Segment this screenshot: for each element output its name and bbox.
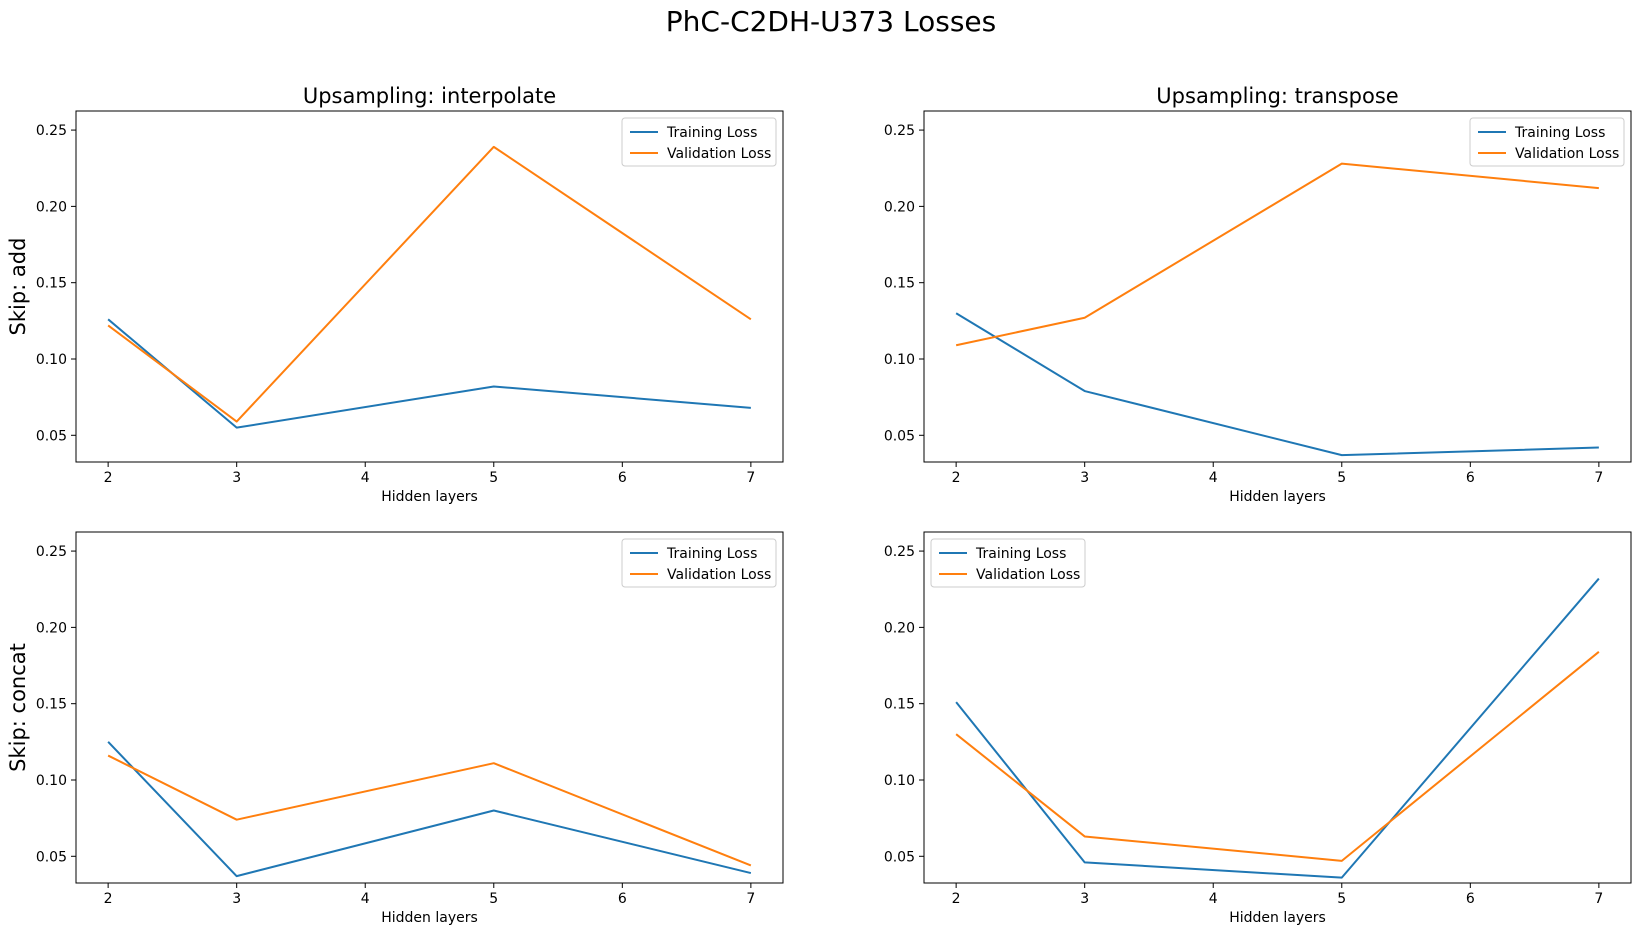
y-tick-label: 0.05 <box>884 428 915 444</box>
y-tick-label: 0.20 <box>36 620 67 636</box>
x-tick-label: 7 <box>746 470 755 486</box>
legend-label: Training Loss <box>666 546 757 562</box>
y-tick-label: 0.20 <box>884 199 915 215</box>
legend-box <box>621 117 777 167</box>
y-tick-label: 0.25 <box>884 123 915 139</box>
x-axis-label: Hidden layers <box>1229 910 1326 926</box>
series-line-validation <box>955 162 1599 347</box>
y-tick-label: 0.25 <box>36 544 67 560</box>
x-axis-label: Hidden layers <box>381 489 478 505</box>
x-tick-label: 2 <box>952 470 961 486</box>
legend: Training Loss Validation Loss <box>930 538 1086 588</box>
subplot-4: 2 3 4 5 6 7 0.05 0.10 0.15 0.20 0.25 Hidden layers T… <box>884 531 1632 926</box>
y-tick-label: 0.10 <box>884 773 915 789</box>
subplot-3: 2 3 4 5 6 7 0.05 0.10 0.15 0.20 0.25 Hidden layers S… <box>6 531 784 926</box>
legend-label: Validation Loss <box>1515 146 1619 162</box>
y-tick-label: 0.10 <box>36 773 67 789</box>
x-tick-label: 5 <box>489 891 498 907</box>
x-tick-label: 2 <box>104 470 113 486</box>
y-tick-label: 0.10 <box>36 352 67 368</box>
axes-frame <box>923 531 1632 884</box>
y-tick-label: 0.05 <box>884 849 915 865</box>
x-tick-label: 5 <box>1337 891 1346 907</box>
x-tick-label: 2 <box>952 891 961 907</box>
legend-label: Training Loss <box>666 125 757 141</box>
x-tick-label: 7 <box>746 891 755 907</box>
axes-frame <box>923 110 1632 463</box>
y-tick-label: 0.15 <box>36 276 67 292</box>
y-tick-label: 0.25 <box>36 123 67 139</box>
series-line-validation <box>955 651 1600 862</box>
legend-label: Training Loss <box>975 546 1066 562</box>
x-tick-label: 7 <box>1594 470 1603 486</box>
x-tick-label: 2 <box>104 891 113 907</box>
x-axis-label: Hidden layers <box>1229 489 1326 505</box>
axes-frame <box>75 110 784 463</box>
row-label: Skip: add <box>6 238 30 336</box>
y-tick-label: 0.15 <box>36 697 67 713</box>
y-tick-label: 0.10 <box>884 352 915 368</box>
x-tick-label: 3 <box>232 470 241 486</box>
legend-label: Training Loss <box>1514 125 1605 141</box>
x-tick-label: 3 <box>1080 891 1089 907</box>
x-tick-label: 7 <box>1594 891 1603 907</box>
subplot-2: 2 3 4 5 6 7 0.05 0.10 0.15 0.20 0.25 Hidden layers U… <box>884 84 1632 505</box>
series-line-validation <box>107 754 752 867</box>
x-tick-label: 3 <box>1080 470 1089 486</box>
row-label: Skip: concat <box>6 643 30 772</box>
subplot-title: Upsampling: interpolate <box>303 84 556 108</box>
series-line-training <box>107 318 751 429</box>
legend-box <box>1469 117 1625 167</box>
legend-label: Validation Loss <box>667 567 771 583</box>
series-line-training <box>955 577 1600 879</box>
x-tick-label: 5 <box>1337 470 1346 486</box>
legend-label: Validation Loss <box>976 567 1080 583</box>
legend: Training Loss Validation Loss <box>621 538 777 588</box>
x-tick-label: 4 <box>361 470 370 486</box>
series-line-validation <box>107 145 752 423</box>
x-axis-label: Hidden layers <box>381 910 478 926</box>
x-tick-label: 4 <box>1209 891 1218 907</box>
figure-title: PhC-C2DH-U373 Losses <box>666 5 996 38</box>
legend-label: Validation Loss <box>667 146 771 162</box>
legend-box <box>621 538 777 588</box>
x-tick-label: 6 <box>1466 470 1475 486</box>
legend: Training Loss Validation Loss <box>621 117 777 167</box>
y-tick-label: 0.20 <box>36 199 67 215</box>
x-tick-label: 3 <box>232 891 241 907</box>
x-tick-label: 6 <box>1466 891 1475 907</box>
legend-box <box>930 538 1086 588</box>
axes-frame <box>75 531 784 884</box>
x-tick-label: 4 <box>361 891 370 907</box>
y-tick-label: 0.05 <box>36 428 67 444</box>
x-tick-label: 5 <box>489 470 498 486</box>
x-tick-label: 6 <box>618 470 627 486</box>
series-line-training <box>955 312 1599 457</box>
y-tick-label: 0.25 <box>884 544 915 560</box>
y-tick-label: 0.05 <box>36 849 67 865</box>
x-tick-label: 6 <box>618 891 627 907</box>
legend: Training Loss Validation Loss <box>1469 117 1625 167</box>
subplot-1: 2 3 4 5 6 7 0.05 0.10 0.15 0.20 0.25 Hidden layers U… <box>6 84 784 505</box>
y-tick-label: 0.15 <box>884 697 915 713</box>
subplot-title: Upsampling: transpose <box>1156 84 1398 108</box>
subplots-grid: 2 3 4 5 6 7 0.05 0.10 0.15 0.20 0.25 Hidden layers U… <box>6 84 1632 926</box>
y-tick-label: 0.20 <box>884 620 915 636</box>
y-tick-label: 0.15 <box>884 276 915 292</box>
x-tick-label: 4 <box>1209 470 1218 486</box>
series-line-training <box>107 741 752 878</box>
